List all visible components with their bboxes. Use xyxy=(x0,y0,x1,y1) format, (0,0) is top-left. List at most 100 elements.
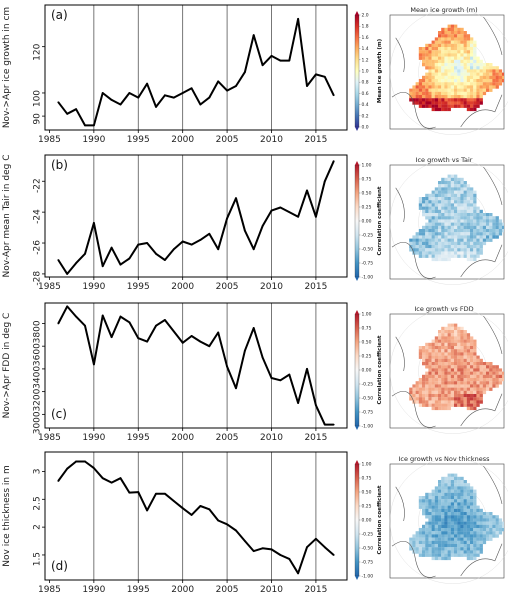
ice-cell xyxy=(486,365,490,369)
ice-cell xyxy=(438,184,442,188)
ice-cell xyxy=(434,339,439,343)
ice-cell xyxy=(486,528,490,532)
ice-cell xyxy=(470,248,474,252)
ice-cell xyxy=(441,330,445,334)
data-point xyxy=(297,402,300,404)
ice-cell xyxy=(444,31,448,35)
ice-cell xyxy=(460,505,464,509)
ice-cell xyxy=(444,216,448,220)
ice-cell xyxy=(434,547,439,551)
ice-cell xyxy=(425,241,429,246)
ice-cell xyxy=(463,91,467,96)
ice-cell xyxy=(457,69,461,73)
data-point xyxy=(243,71,246,74)
ice-cell xyxy=(473,206,477,210)
colorbar-tick-label: 0.75 xyxy=(362,476,372,482)
ice-cell xyxy=(447,63,451,67)
ice-cell xyxy=(460,56,464,60)
ice-cell xyxy=(454,34,458,38)
ice-cell xyxy=(428,358,432,363)
ice-cell xyxy=(447,384,451,388)
ice-cell xyxy=(470,63,474,67)
ice-cell xyxy=(412,544,416,548)
ice-cell xyxy=(463,248,467,252)
ice-cell xyxy=(431,238,435,242)
ice-cell xyxy=(463,69,467,73)
ice-cell xyxy=(441,245,445,249)
ice-cell xyxy=(457,339,461,343)
ice-cell xyxy=(441,349,445,353)
ice-cell xyxy=(441,104,445,108)
ice-cell xyxy=(418,82,423,86)
ice-cell xyxy=(450,91,455,96)
data-point xyxy=(146,340,149,343)
ice-cell xyxy=(441,40,445,44)
ice-cell xyxy=(447,225,451,230)
ice-cell xyxy=(479,209,483,214)
ice-cell xyxy=(422,235,426,239)
ice-cell xyxy=(428,47,432,51)
ice-cell xyxy=(460,339,464,343)
colorbar-bottom-extend xyxy=(355,576,359,580)
ice-cell xyxy=(447,508,451,513)
ice-cell xyxy=(457,330,461,334)
ice-cell xyxy=(473,508,477,513)
data-point xyxy=(101,265,104,268)
data-point xyxy=(261,547,264,550)
ice-cell xyxy=(428,72,432,76)
ice-cell xyxy=(473,56,477,60)
ice-cell xyxy=(498,371,503,375)
ice-cell xyxy=(434,400,439,404)
ice-cell xyxy=(422,528,426,532)
colorbar xyxy=(354,463,360,577)
ice-cell xyxy=(418,397,423,401)
ice-cell xyxy=(418,534,423,538)
ice-cell xyxy=(479,79,483,83)
ice-cell xyxy=(425,400,429,404)
ice-cell xyxy=(473,50,477,54)
ice-cell xyxy=(470,544,474,548)
ice-cell xyxy=(454,515,458,519)
ice-cell xyxy=(447,480,451,484)
ice-cell xyxy=(438,397,442,401)
ice-cell xyxy=(457,213,461,217)
x-tick-label: 2000 xyxy=(171,433,194,443)
ice-cell xyxy=(447,209,451,214)
ice-cell xyxy=(457,225,461,230)
ice-cell xyxy=(473,225,477,230)
ice-cell xyxy=(431,43,435,48)
ice-cell xyxy=(450,85,455,89)
ice-cell xyxy=(438,521,442,525)
ice-cell xyxy=(444,197,448,201)
ice-cell xyxy=(450,190,455,194)
ice-cell xyxy=(466,355,471,359)
ice-cell xyxy=(460,550,464,554)
ice-cell xyxy=(470,518,474,522)
ice-cell xyxy=(457,365,461,369)
data-point xyxy=(92,467,95,470)
ice-cell xyxy=(498,229,503,233)
ice-cell xyxy=(473,378,477,382)
ice-cell xyxy=(457,181,461,185)
ice-cell xyxy=(476,394,480,398)
ice-cell xyxy=(473,374,477,379)
ice-cell xyxy=(476,378,480,382)
ice-cell xyxy=(457,27,461,32)
ice-cell xyxy=(428,59,432,64)
ice-cell xyxy=(441,238,445,242)
ice-cell xyxy=(486,79,490,83)
ice-cell xyxy=(425,82,429,86)
series-line xyxy=(57,305,334,426)
ice-cell xyxy=(463,540,467,545)
colorbar-tick-label: 1.00 xyxy=(362,312,372,318)
ice-cell xyxy=(431,406,435,411)
ice-cell xyxy=(470,521,474,525)
ice-cell xyxy=(434,512,439,516)
ice-cell xyxy=(457,75,461,80)
colorbar-top-extend xyxy=(355,11,359,15)
ice-cell xyxy=(431,531,435,535)
data-point xyxy=(288,211,291,214)
ice-cell xyxy=(466,197,471,201)
ice-cell xyxy=(486,374,490,379)
ice-cell xyxy=(447,245,451,249)
